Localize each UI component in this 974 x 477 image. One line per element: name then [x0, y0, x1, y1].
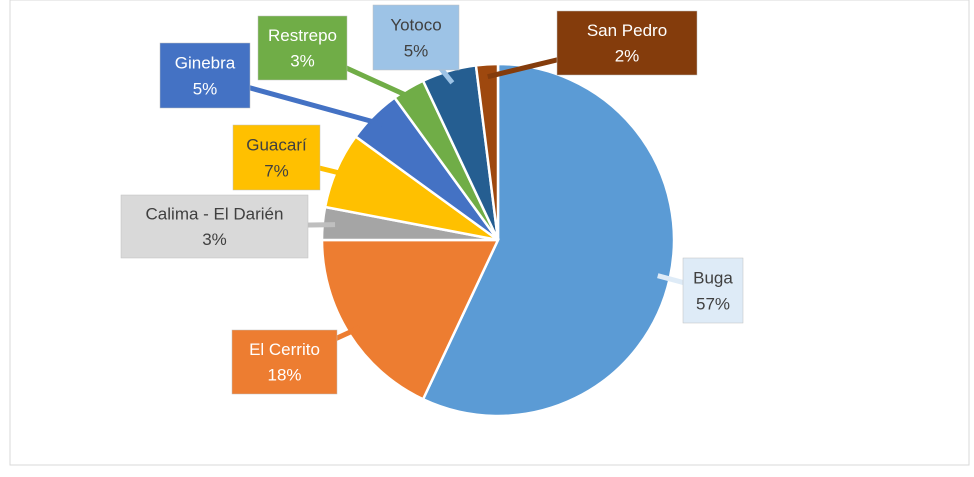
label-value: 57% — [696, 294, 730, 313]
label-value: 2% — [615, 47, 640, 66]
label-name: El Cerrito — [249, 340, 320, 359]
label-value: 5% — [193, 79, 218, 98]
labels: Buga 57% El Cerrito 18% Calima - El Darién 3%… — [120, 4, 744, 395]
label-name: Calima - El Darién — [146, 205, 284, 224]
label-name: Restrepo — [268, 26, 337, 45]
label-box — [159, 42, 251, 109]
label-box — [257, 15, 348, 81]
label-value: 3% — [290, 52, 315, 71]
label-box — [372, 4, 460, 71]
label-box — [682, 257, 744, 324]
label-name: Ginebra — [175, 53, 236, 72]
label-value: 18% — [267, 366, 301, 385]
label-box — [120, 194, 309, 259]
label-box — [556, 10, 698, 76]
pie-slice — [474, 62, 500, 241]
label-value: 7% — [264, 161, 289, 180]
label-value: 3% — [202, 230, 227, 249]
label-name: San Pedro — [587, 21, 667, 40]
label-name: Guacarí — [246, 135, 307, 154]
label-name: Buga — [693, 268, 733, 287]
label-name: Yotoco — [390, 15, 441, 34]
label-box — [231, 329, 338, 395]
label-value: 5% — [404, 41, 429, 60]
slices — [320, 62, 676, 418]
label-box — [232, 124, 321, 191]
